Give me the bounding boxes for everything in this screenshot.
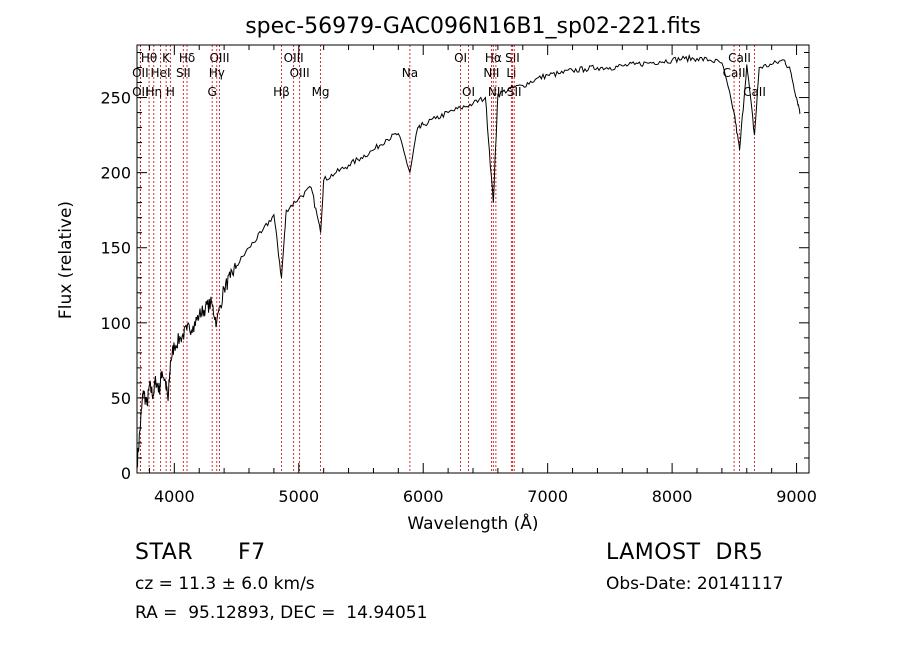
marker-label: OI	[454, 51, 467, 65]
y-axis: 0 50 100 150 200 250	[100, 52, 809, 483]
plot-frame	[136, 44, 810, 474]
marker-label: K	[162, 51, 171, 65]
marker-label: OI	[462, 85, 475, 99]
x-tick-label: 7000	[527, 487, 568, 506]
coords-label: RA = 95.12893, DEC = 14.94051	[135, 603, 428, 623]
marker-label: Hγ	[209, 66, 225, 80]
y-tick-label: 150	[100, 239, 131, 258]
y-axis-label: Flux (relative)	[56, 201, 76, 319]
marker-label: OIII	[209, 51, 229, 65]
survey-label: LAMOST DR5	[606, 540, 764, 565]
marker-label: Mg	[312, 85, 330, 99]
x-axis: 4000 5000 6000 7000 8000 9000	[148, 45, 817, 506]
marker-label: NII	[483, 66, 499, 80]
marker-label: OII	[132, 85, 149, 99]
x-tick-label: 6000	[403, 487, 444, 506]
marker-label: CaII	[723, 66, 746, 80]
x-tick-label: 5000	[278, 487, 319, 506]
marker-label: Hθ	[141, 51, 157, 65]
chart-title: spec-56979-GAC096N16B1_sp02-221.fits	[245, 14, 701, 39]
marker-label: HeI	[151, 66, 171, 80]
marker-label: G	[208, 85, 217, 99]
marker-label: Li	[506, 66, 516, 80]
marker-label: SII	[176, 66, 191, 80]
y-tick-label: 250	[100, 89, 131, 108]
velocity-label: cz = 11.3 ± 6.0 km/s	[135, 574, 315, 594]
marker-label: CaII	[743, 85, 766, 99]
spectrum-line	[136, 53, 801, 468]
x-axis-label: Wavelength (Å)	[407, 512, 538, 534]
marker-label: OIII	[290, 66, 310, 80]
y-tick-label: 200	[100, 164, 131, 183]
marker-label: SII	[505, 51, 520, 65]
marker-label: H	[166, 85, 175, 99]
subclass-label: F7	[238, 540, 266, 565]
class-label: STAR	[135, 540, 194, 565]
marker-label: Hα	[485, 51, 502, 65]
x-tick-label: 8000	[652, 487, 693, 506]
obs-date-label: Obs-Date: 20141117	[606, 574, 784, 594]
marker-label: Na	[402, 66, 418, 80]
marker-label: OIII	[284, 51, 304, 65]
x-tick-label: 9000	[776, 487, 817, 506]
marker-label: Hδ	[179, 51, 195, 65]
marker-label: Hβ	[273, 85, 290, 99]
x-tick-label: 4000	[154, 487, 195, 506]
marker-label: Hη	[145, 85, 162, 99]
y-tick-label: 50	[111, 389, 131, 408]
marker-label: NII	[488, 85, 504, 99]
y-tick-label: 0	[121, 464, 131, 483]
y-tick-label: 100	[100, 314, 131, 333]
spectrum-series	[136, 53, 801, 468]
marker-label: CaII	[728, 51, 751, 65]
